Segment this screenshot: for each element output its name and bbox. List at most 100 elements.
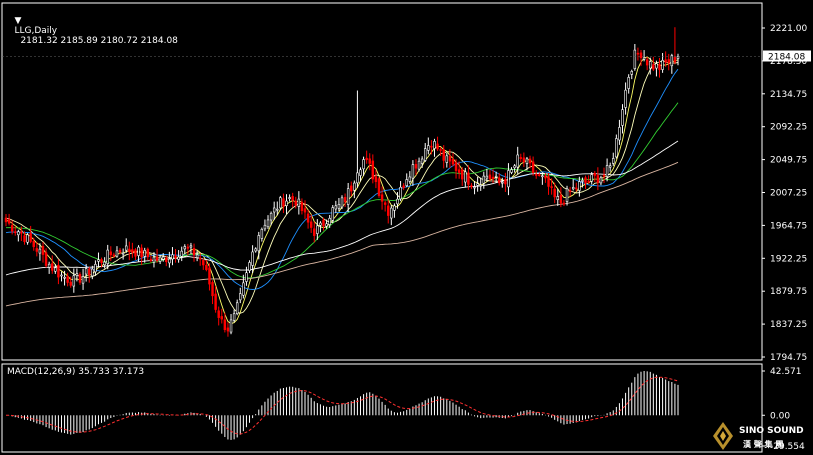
candle-body — [300, 201, 304, 211]
candle-body — [556, 196, 560, 200]
price-tick-label: 1922.25 — [770, 254, 807, 264]
candle-body — [202, 260, 205, 266]
candle-body — [220, 316, 224, 320]
candle-body — [171, 254, 174, 260]
candle-body — [649, 61, 652, 69]
candle-body — [645, 59, 649, 66]
candle-body — [519, 157, 523, 159]
candle-body — [23, 235, 26, 242]
current-price-tag — [763, 50, 811, 62]
candle-body — [550, 186, 553, 188]
candle-body — [288, 197, 291, 199]
candle-body — [374, 176, 378, 182]
candle-body — [476, 183, 479, 186]
candle-body — [464, 171, 467, 183]
candle-body — [155, 256, 159, 261]
candle-body — [491, 176, 495, 180]
candle-body — [575, 187, 578, 190]
candle-body — [26, 234, 29, 243]
candle-body — [433, 141, 436, 149]
candle-body — [186, 246, 190, 249]
candle-body — [571, 187, 575, 190]
price-tick-label: 1837.25 — [770, 320, 807, 330]
candle-body — [161, 256, 165, 260]
candle-body — [430, 145, 433, 148]
candle-body — [248, 262, 251, 271]
candle-body — [377, 178, 381, 196]
candle-body — [297, 198, 301, 207]
candle-body — [581, 180, 584, 182]
candle-body — [399, 186, 402, 200]
candle-body — [676, 56, 680, 59]
logo-sub: 漢 聲 集 團 — [743, 439, 783, 449]
logo-brand: SINO SOUND — [739, 426, 804, 436]
candle-body — [69, 281, 72, 286]
candle-body — [211, 282, 214, 297]
candle-body — [457, 169, 461, 173]
ohlc-readout: 2181.32 2185.89 2180.72 2184.08 — [20, 36, 178, 46]
candle-body — [642, 57, 646, 60]
candle-body — [424, 148, 427, 161]
candle-body — [242, 282, 245, 296]
price-tick-label: 2134.75 — [770, 90, 807, 100]
candle-body — [510, 169, 513, 173]
candle-body — [66, 276, 69, 283]
candle-body — [91, 268, 94, 277]
candle-body — [655, 63, 658, 69]
price-pane-frame — [1, 2, 763, 361]
candle-body — [192, 247, 196, 256]
candle-body — [612, 158, 615, 164]
macd-tick-label: -29.554 — [770, 442, 805, 452]
candle-body — [667, 59, 670, 64]
candle-body — [316, 225, 319, 234]
candle-body — [356, 172, 359, 184]
candle-body — [20, 231, 23, 234]
candle-body — [584, 177, 587, 184]
candle-body — [531, 161, 535, 173]
candle-body — [359, 169, 362, 176]
candle-body — [51, 263, 54, 271]
candle-body — [393, 205, 396, 211]
candle-body — [343, 197, 347, 203]
candle-body — [276, 208, 279, 211]
candle-body — [81, 276, 85, 284]
candle-body — [279, 197, 282, 209]
candle-body — [177, 256, 180, 260]
candle-body — [217, 310, 220, 318]
candle-body — [174, 255, 177, 259]
candle-body — [232, 313, 236, 321]
candle-body — [488, 174, 492, 180]
candle-body — [522, 157, 526, 163]
candle-body — [223, 319, 227, 331]
candle-body — [658, 64, 661, 71]
triangle-down-icon[interactable]: ▼ — [14, 16, 22, 26]
candle-body — [602, 174, 606, 177]
candle-body — [309, 221, 313, 228]
candle-body — [664, 59, 667, 63]
candle-body — [325, 223, 328, 227]
candle-body — [596, 175, 600, 183]
candle-body — [257, 235, 260, 252]
price-tick-label: 2178.50 — [770, 57, 807, 67]
price-tick-label: 1794.75 — [770, 353, 807, 363]
candle-body — [229, 319, 233, 333]
candle-body — [112, 254, 116, 257]
candle-body — [285, 200, 288, 206]
candle-body — [507, 170, 510, 188]
candle-body — [254, 248, 257, 252]
candle-body — [149, 258, 153, 261]
candle-body — [451, 159, 455, 165]
candle-body — [7, 219, 11, 224]
candle-body — [427, 145, 430, 151]
candle-body — [94, 264, 97, 273]
candle-body — [605, 165, 609, 177]
ma-60-line — [5, 140, 679, 276]
candle-body — [396, 198, 399, 205]
candle-body — [235, 302, 239, 314]
candle-body — [121, 252, 125, 255]
candle-body — [60, 274, 63, 277]
candle-body — [467, 172, 470, 185]
candle-body — [497, 177, 501, 184]
candle-body — [183, 246, 187, 250]
